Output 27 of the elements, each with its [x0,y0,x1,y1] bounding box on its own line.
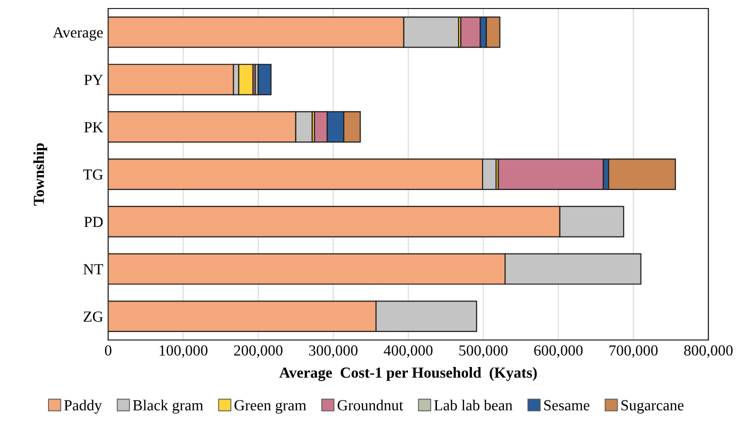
legend-label: Groundnut [338,400,404,410]
y-tick-label: PK [84,122,104,132]
legend-label: Black gram [132,400,204,414]
x-tick-label: 600,000 [534,345,583,358]
y-tick-label: PD [84,216,103,227]
y-tick-label: TG [83,169,103,180]
x-tick-label: 200,000 [234,345,282,358]
x-tick-label: 100,000 [160,345,208,358]
y-tick-label: NT [83,264,104,274]
y-tick-label: PY [84,74,103,85]
y-tick-label: Average [52,27,103,41]
x-tick-label: 300,000 [309,345,358,358]
y-tick-label: ZG [84,312,103,322]
bar [498,158,604,190]
x-tick-label: 500,000 [459,345,508,358]
x-tick-label: 800,000 [684,345,733,358]
legend-label: Lab lab bean [434,400,512,410]
x-axis-title: Average Cost-1 per Household (Kyats) [279,367,537,382]
x-tick-label: 0 [104,345,112,356]
legend-label: Sesame [544,400,590,410]
bar [258,64,272,96]
legend-label: Paddy [64,400,102,414]
y-axis-title: Township [33,143,48,206]
x-tick-label: 400,000 [384,345,433,358]
x-tick-label: 700,000 [610,345,658,358]
legend-label: Sugarcane [621,400,684,414]
legend-label: Green gram [234,400,306,414]
